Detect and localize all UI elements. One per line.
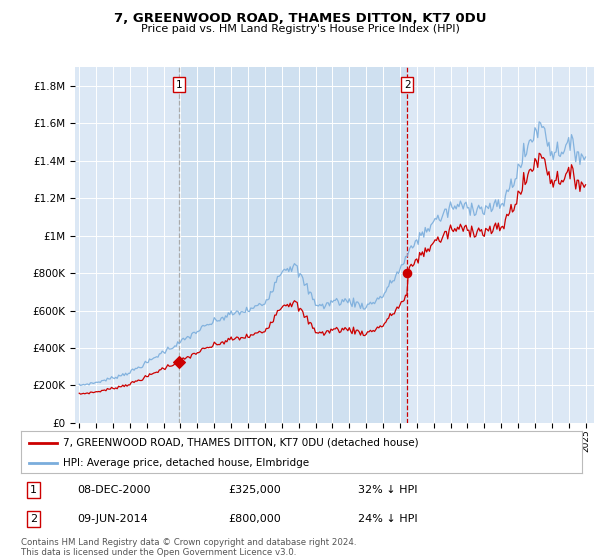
Text: £325,000: £325,000 xyxy=(229,485,281,495)
Text: 24% ↓ HPI: 24% ↓ HPI xyxy=(358,514,417,524)
Point xyxy=(174,357,184,366)
Text: 32% ↓ HPI: 32% ↓ HPI xyxy=(358,485,417,495)
Text: £800,000: £800,000 xyxy=(229,514,281,524)
Text: Contains HM Land Registry data © Crown copyright and database right 2024.
This d: Contains HM Land Registry data © Crown c… xyxy=(21,538,356,557)
Text: 7, GREENWOOD ROAD, THAMES DITTON, KT7 0DU: 7, GREENWOOD ROAD, THAMES DITTON, KT7 0D… xyxy=(114,12,486,25)
Point xyxy=(403,269,412,278)
Text: 08-DEC-2000: 08-DEC-2000 xyxy=(77,485,151,495)
Text: 1: 1 xyxy=(30,485,37,495)
Text: 1: 1 xyxy=(176,80,182,90)
Text: 2: 2 xyxy=(30,514,37,524)
Text: 7, GREENWOOD ROAD, THAMES DITTON, KT7 0DU (detached house): 7, GREENWOOD ROAD, THAMES DITTON, KT7 0D… xyxy=(63,438,419,448)
Text: 2: 2 xyxy=(404,80,410,90)
Text: 09-JUN-2014: 09-JUN-2014 xyxy=(77,514,148,524)
Text: Price paid vs. HM Land Registry's House Price Index (HPI): Price paid vs. HM Land Registry's House … xyxy=(140,24,460,34)
Bar xyxy=(179,67,407,423)
Text: HPI: Average price, detached house, Elmbridge: HPI: Average price, detached house, Elmb… xyxy=(63,458,309,468)
